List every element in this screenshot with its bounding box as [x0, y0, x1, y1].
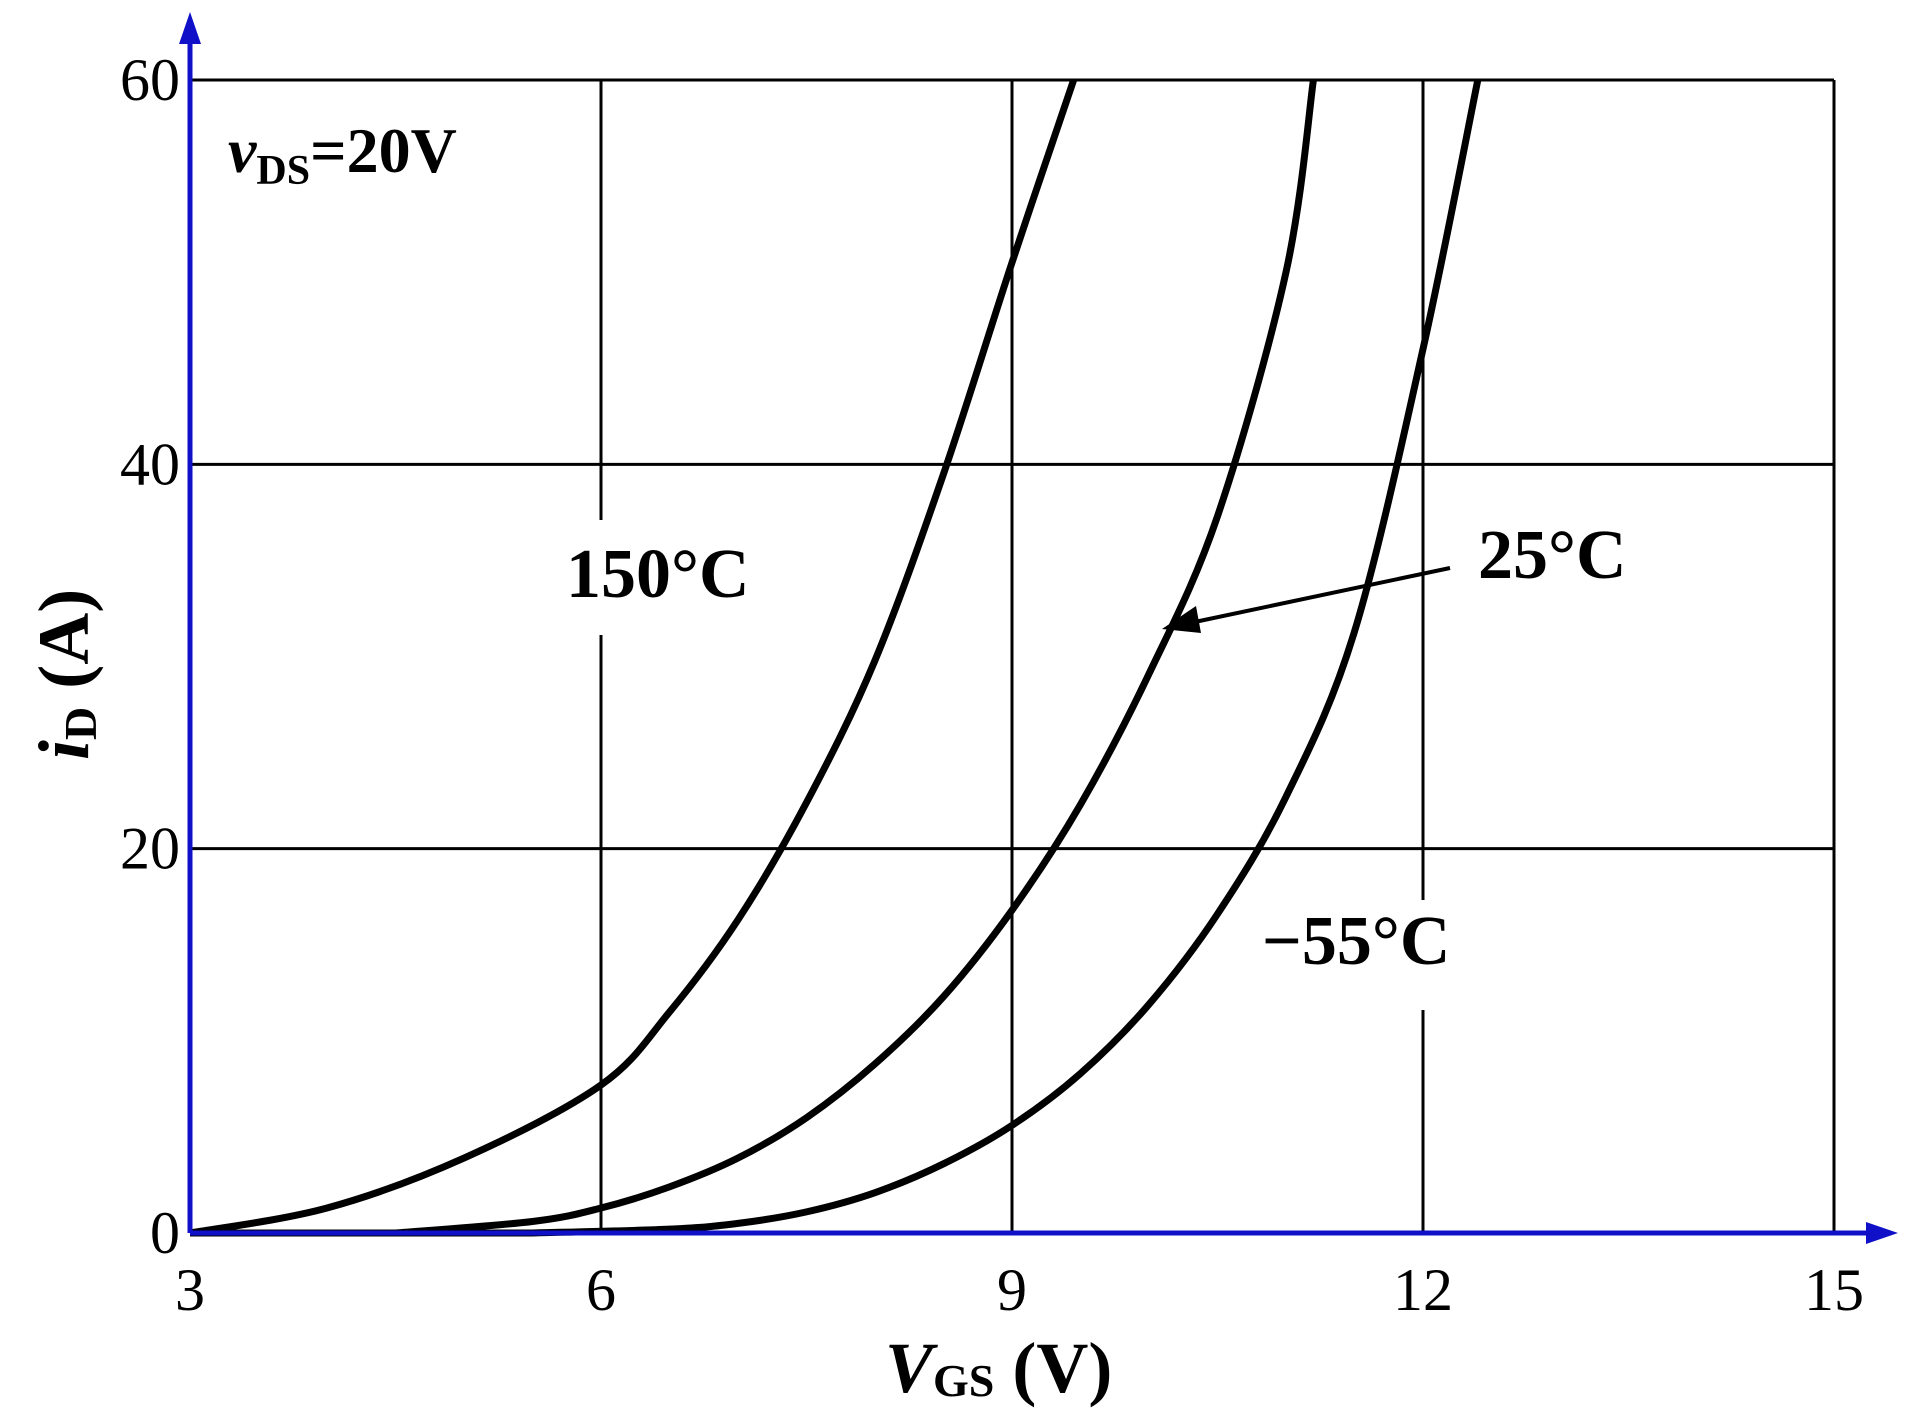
x-tick-3: 3 — [175, 1257, 205, 1323]
x-axis-subscript: GS — [933, 1355, 994, 1406]
x-axis-arrow — [1866, 1222, 1898, 1244]
x-axis-symbol: V — [885, 1328, 938, 1408]
series-label-150: 150°C — [566, 536, 750, 613]
y-tick-0: 0 — [150, 1200, 180, 1266]
y-axis-subscript: D — [55, 707, 106, 740]
y-tick-20: 20 — [120, 816, 180, 882]
x-tick-12: 12 — [1393, 1257, 1453, 1323]
condition-value: =20V — [310, 115, 457, 186]
x-axis-title: VGS (V) — [885, 1328, 1112, 1408]
series-line-0 — [190, 80, 1078, 1237]
condition-subscript: DS — [256, 148, 310, 194]
series-line-2 — [190, 80, 1482, 1237]
y-axis-arrow — [179, 12, 201, 44]
y-axis-symbol: i — [24, 740, 104, 760]
axes — [179, 12, 1898, 1244]
y-tick-60: 60 — [120, 47, 180, 113]
x-tick-9: 9 — [997, 1257, 1027, 1323]
series-label-minus55: −55°C — [1262, 903, 1450, 980]
condition-label: vDS=20V — [228, 115, 457, 194]
series-label-25-arrow — [1162, 566, 1451, 633]
y-axis-title: iD (A) — [24, 589, 106, 760]
x-axis-unit: (V) — [994, 1328, 1112, 1408]
series-line-1 — [190, 80, 1317, 1237]
curves — [190, 80, 1482, 1237]
tick-labels: 3 6 9 12 15 0 20 40 60 — [120, 47, 1864, 1323]
x-tick-6: 6 — [586, 1257, 616, 1323]
series-label-25: 25°C — [1478, 517, 1627, 594]
label-150-backdrop — [560, 520, 780, 635]
y-axis-unit: (A) — [24, 589, 104, 707]
y-tick-40: 40 — [120, 431, 180, 497]
x-tick-15: 15 — [1804, 1257, 1864, 1323]
label-55-backdrop — [1262, 900, 1492, 1010]
condition-symbol: v — [228, 115, 257, 186]
